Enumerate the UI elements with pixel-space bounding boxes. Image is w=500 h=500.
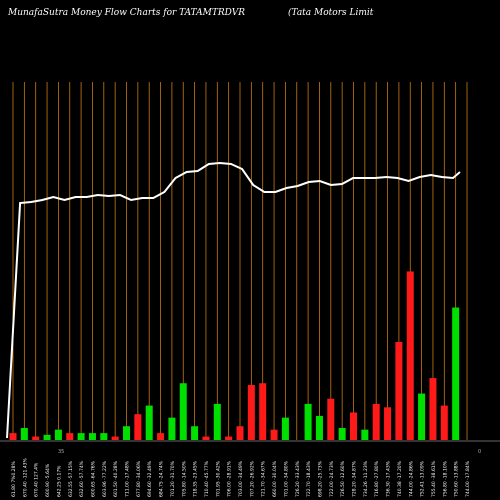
money-flow-bar — [406, 271, 414, 440]
x-tick-label: 603.96 -77.22% — [102, 460, 108, 497]
x-tick-label: 734.26 -11.23% — [363, 460, 369, 497]
money-flow-bar — [225, 436, 233, 440]
x-tick-label: 642.25 0.17% — [56, 465, 62, 497]
x-tick-label: 677.80 -34.06% — [136, 460, 142, 497]
axis-marker: 0 — [478, 449, 481, 455]
x-tick-label: 716.80 -27.80% — [374, 460, 380, 497]
money-flow-bar — [43, 434, 51, 440]
money-flow-bar — [350, 412, 357, 440]
money-flow-bar — [361, 429, 369, 440]
money-flow-bar — [111, 436, 119, 440]
money-flow-bar — [213, 403, 221, 440]
x-tick-label: 701.20 -31.70% — [170, 460, 176, 497]
money-flow-bar — [338, 427, 346, 440]
x-tick-label: 744.00 -17.84% — [465, 460, 471, 497]
money-flow-bar — [236, 426, 244, 440]
money-flow-bar — [66, 433, 74, 440]
x-tick-label: 740.38 -17.20% — [397, 460, 403, 497]
money-flow-bar — [372, 403, 380, 440]
money-flow-bar — [281, 417, 289, 440]
x-tick-label: 694.60 -32.49% — [147, 460, 153, 497]
x-tick-label: 736.30 -17.43% — [386, 460, 392, 497]
x-tick-label: 756.80 -18.10% — [442, 460, 448, 497]
x-tick-label: 710.40 -45.77% — [204, 460, 210, 497]
x-tick-label: 670.40 127.4% — [34, 462, 40, 497]
chart-subtitle: (Tata Motors Limit — [288, 8, 374, 18]
money-flow-bar — [440, 405, 448, 440]
money-flow-bar — [247, 384, 255, 440]
money-flow-bar — [179, 383, 187, 440]
x-tick-label: 632.55 -57.15% — [68, 460, 74, 497]
x-tick-label: 632.60 -57.74% — [79, 460, 85, 497]
x-tick-label: 684.75 -24.74% — [159, 460, 165, 497]
x-tick-label: 61.80 7%0.28% — [11, 461, 17, 497]
x-tick-label: 660.00 -30.04% — [272, 460, 278, 497]
grid — [12, 82, 468, 440]
x-tick-label: 752.41 -13.09% — [420, 460, 426, 497]
x-tick-label: 670.40 -121.43% — [22, 457, 28, 497]
x-tick-labels: 61.80 7%0.28% 670.40 -121.43% 670.40 127.4… — [11, 457, 471, 497]
money-flow-bar — [88, 433, 96, 440]
x-tick-label: 744.00 -24.86% — [408, 460, 414, 497]
x-tick-label: 600.90 -5.64% — [45, 463, 51, 497]
x-tick-label: 728.20 -34.87% — [352, 460, 358, 497]
money-flow-bar — [395, 341, 403, 440]
x-tick-label: 721.70 -34.67% — [261, 460, 267, 497]
money-flow-bar — [77, 433, 85, 440]
chart-title: MunafaSutra Money Flow Charts for TATAMT… — [8, 8, 246, 18]
price-line-path — [6, 161, 461, 439]
money-flow-bar — [157, 433, 165, 440]
x-tick-label: 601.50 -40.28% — [113, 460, 119, 497]
x-tick-label: 750.60 -13.88% — [454, 460, 460, 497]
x-tick-label: 701.00 -34.80% — [283, 460, 289, 497]
x-tick-label: 701.95 -30.42% — [215, 460, 221, 497]
money-flow-bar — [384, 407, 392, 440]
money-flow-bar — [259, 383, 267, 440]
money-flow-bar — [145, 405, 153, 440]
x-tick-label: 726.50 -12.60% — [340, 460, 346, 497]
x-tick-label: 718.35 -23.45% — [193, 460, 199, 497]
money-flow-bar — [32, 436, 40, 440]
price-line — [6, 161, 461, 439]
x-tick-label: 711.00 -17.48% — [125, 460, 131, 497]
money-flow-bar — [315, 415, 323, 440]
axis-markers: 35 0 — [58, 449, 481, 455]
money-flow-bar — [452, 307, 460, 440]
x-tick-label: 706.00 -28.91% — [227, 460, 233, 497]
money-flow-bar — [168, 417, 176, 440]
money-flow-bar — [202, 436, 210, 440]
money-flow-bar — [9, 433, 17, 440]
money-flow-bar — [418, 393, 426, 440]
axis-marker: 35 — [58, 449, 64, 455]
x-tick-label: 698.20 -25.73% — [317, 460, 323, 497]
x-tick-label: 600.65 -64.76% — [90, 460, 96, 497]
money-flow-bar — [304, 403, 312, 440]
money-flow-bar — [54, 429, 62, 440]
x-tick-label: 705.80 -14.50% — [181, 460, 187, 497]
money-flow-bar — [270, 429, 278, 440]
money-flow-bar — [429, 378, 437, 440]
money-flow-bar — [134, 414, 142, 440]
bars — [9, 271, 460, 440]
x-tick-label: 726.20 -33.43% — [295, 460, 301, 497]
x-tick-label: 722.00 -24.73% — [329, 460, 335, 497]
x-tick-label: 703.00 -34.49% — [238, 460, 244, 497]
money-flow-bar — [100, 433, 108, 440]
money-flow-bar — [327, 398, 335, 440]
money-flow-bar — [191, 426, 199, 440]
x-tick-label: 722.70 -18.43% — [306, 460, 312, 497]
x-tick-label: 755.40 -38.61% — [431, 460, 437, 497]
x-tick-label: 707.20 -26.92% — [249, 460, 255, 497]
money-flow-bar — [123, 426, 130, 440]
money-flow-bar — [20, 427, 28, 440]
